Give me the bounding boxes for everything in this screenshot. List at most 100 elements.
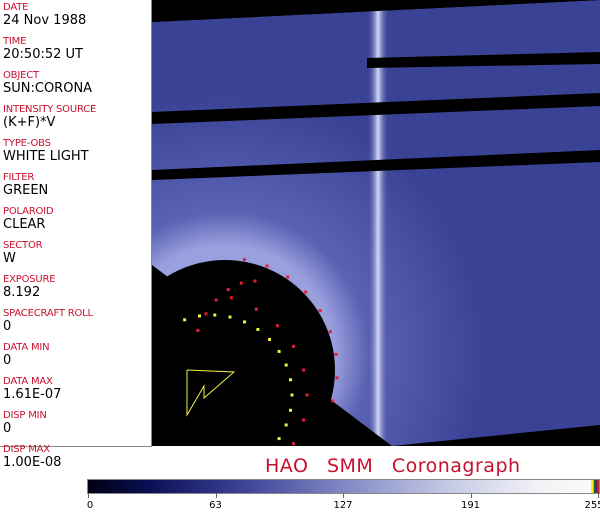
header-info-panel: DATE 24 Nov 1988 TIME 20:50:52 UT OBJECT SUN:… xyxy=(0,0,152,470)
marker-dot xyxy=(328,330,332,334)
marker-dot xyxy=(289,378,293,382)
field-value: CLEAR xyxy=(3,217,46,232)
dark-band xyxy=(367,52,600,68)
header-field: TIME 20:50:52 UT xyxy=(0,36,151,68)
marker-dot xyxy=(292,442,296,446)
coronagraph-image xyxy=(115,0,600,494)
field-label: DISP MIN xyxy=(3,410,47,421)
field-value: (K+F)*V xyxy=(3,115,56,130)
colorbar-tick-label: 127 xyxy=(333,500,353,511)
field-label: POLAROID xyxy=(3,206,54,217)
field-value: W xyxy=(3,251,16,266)
marker-dot xyxy=(289,408,293,412)
header-field: DATA MAX 1.61E-07 xyxy=(0,376,151,408)
marker-dot xyxy=(318,309,322,313)
marker-dot xyxy=(183,318,187,322)
field-label: SPACECRAFT ROLL xyxy=(3,308,93,319)
field-label: TYPE-OBS xyxy=(3,138,51,149)
marker-dot xyxy=(256,327,260,331)
marker-dot xyxy=(228,315,232,319)
corona-svg xyxy=(115,0,600,494)
field-value: 8.192 xyxy=(3,285,41,300)
field-value: 0 xyxy=(3,353,12,368)
plot-title: HAO SMM Coronagraph xyxy=(265,455,521,477)
header-field: POLAROID CLEAR xyxy=(0,206,151,238)
colorbar-tick-label: 0 xyxy=(86,500,94,511)
dark-band xyxy=(152,150,600,180)
header-field: DISP MIN 0 xyxy=(0,410,151,442)
marker-dot xyxy=(305,393,309,397)
dark-band xyxy=(152,93,600,124)
marker-dot xyxy=(284,363,288,367)
field-label: SECTOR xyxy=(3,240,43,251)
marker-dot xyxy=(265,264,269,268)
field-value: SUN:CORONA xyxy=(3,81,93,96)
marker-dot xyxy=(196,329,200,332)
marker-dot xyxy=(292,344,296,348)
header-field: FILTER GREEN xyxy=(0,172,151,204)
colorbar-tick xyxy=(470,493,472,498)
marker-dot xyxy=(268,337,272,341)
header-field: TYPE-OBS WHITE LIGHT xyxy=(0,138,151,170)
colorbar-tick-label: 63 xyxy=(209,500,222,511)
colorbar xyxy=(87,479,600,494)
field-label: OBJECT xyxy=(3,70,39,81)
field-value: 20:50:52 UT xyxy=(3,47,83,62)
marker-dot xyxy=(204,312,208,316)
header-field: INTENSITY SOURCE (K+F)*V xyxy=(0,104,151,136)
colorbar-tick-label: 255 xyxy=(584,500,600,511)
marker-dot xyxy=(277,349,281,353)
header-field: DATE 24 Nov 1988 xyxy=(0,2,151,34)
field-label: DISP MAX xyxy=(3,444,50,455)
field-value: GREEN xyxy=(3,183,49,198)
header-field: DISP MAX 1.00E-08 xyxy=(0,444,151,476)
header-field: EXPOSURE 8.192 xyxy=(0,274,151,306)
marker-dot xyxy=(253,279,257,283)
field-value: 1.00E-08 xyxy=(3,455,62,470)
marker-dot xyxy=(197,314,201,318)
triangle-outline xyxy=(186,369,236,417)
marker-dot xyxy=(302,368,306,372)
image-edge xyxy=(152,0,600,22)
marker-dot xyxy=(290,393,294,397)
marker-dot xyxy=(334,352,338,356)
marker-dot xyxy=(226,288,230,292)
marker-dot xyxy=(229,296,233,300)
field-label: DATA MAX xyxy=(3,376,53,387)
header-field: DATA MIN 0 xyxy=(0,342,151,374)
occulter-disk xyxy=(115,260,335,480)
marker-dot xyxy=(302,418,306,422)
marker-dot xyxy=(242,258,246,262)
field-value: 0 xyxy=(3,319,12,334)
header-field: OBJECT SUN:CORONA xyxy=(0,70,151,102)
field-value: 0 xyxy=(3,421,12,436)
marker-dot xyxy=(213,313,217,317)
field-value: 1.61E-07 xyxy=(3,387,62,402)
field-label: DATA MIN xyxy=(3,342,50,353)
field-value: WHITE LIGHT xyxy=(3,149,89,164)
marker-dot xyxy=(214,298,218,302)
field-label: INTENSITY SOURCE xyxy=(3,104,97,115)
colorbar-tick xyxy=(215,493,217,498)
colorbar-tick xyxy=(88,493,89,498)
colorbar-tick xyxy=(598,493,599,498)
marker-dot xyxy=(239,281,243,285)
marker-dot xyxy=(335,376,339,380)
marker-dot xyxy=(243,320,247,324)
field-label: EXPOSURE xyxy=(3,274,56,285)
marker-dot xyxy=(277,437,281,441)
colorbar-tick-label: 191 xyxy=(460,500,481,511)
marker-dot xyxy=(254,307,258,311)
marker-dot xyxy=(286,275,290,279)
colorbar-tick xyxy=(343,493,344,498)
field-label: FILTER xyxy=(3,172,35,183)
field-label: TIME xyxy=(3,36,27,47)
marker-dot xyxy=(304,290,308,294)
marker-dot xyxy=(275,324,279,328)
field-value: 24 Nov 1988 xyxy=(3,13,87,28)
header-field: SECTOR W xyxy=(0,240,151,272)
header-field: SPACECRAFT ROLL 0 xyxy=(0,308,151,340)
marker-dot xyxy=(284,423,288,427)
field-label: DATE xyxy=(3,2,29,13)
marker-dot xyxy=(331,399,335,403)
